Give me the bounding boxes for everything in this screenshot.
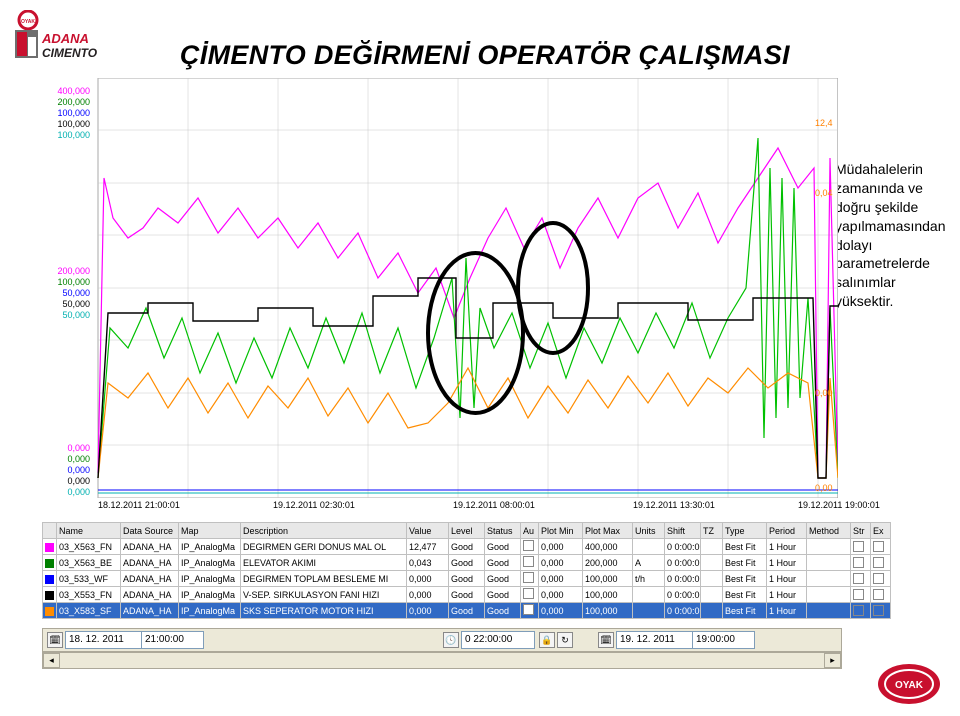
table-row[interactable]: 03_X583_SFADANA_HAIP_AnalogMaSKS SEPERAT… [43,603,891,619]
table-row[interactable]: 03_X553_FNADANA_HAIP_AnalogMaV-SEP. SIRK… [43,587,891,603]
tag-table[interactable]: NameData SourceMapDescriptionValueLevelS… [42,522,891,619]
col-header[interactable]: Au [521,523,539,539]
oyak-text: OYAK [21,19,35,25]
date-to[interactable]: 19. 12. 2011 [616,631,694,649]
table-row[interactable]: 03_X563_BEADANA_HAIP_AnalogMaELEVATOR AK… [43,555,891,571]
time-scrollbar[interactable]: ◂ ▸ [42,652,842,669]
svg-text:ADANA: ADANA [41,31,89,46]
duration-icon[interactable]: 🕓 [443,632,459,648]
col-header[interactable]: Method [807,523,851,539]
col-header[interactable]: Description [241,523,407,539]
time-range-bar[interactable]: 🗓 18. 12. 2011 21:00:00 🕓 0 22:00:00 🔒 ↻… [42,628,842,652]
calendar2-icon[interactable]: 🗓 [598,632,614,648]
table-row[interactable]: 03_533_WFADANA_HAIP_AnalogMaDEGIRMEN TOP… [43,571,891,587]
col-header[interactable]: Str [851,523,871,539]
col-header[interactable]: TZ [701,523,723,539]
x-axis: 18.12.2011 21:00:0119.12.2011 02:30:0119… [98,500,828,514]
scroll-left-icon[interactable]: ◂ [43,653,60,668]
logo-adana: OYAK ADANA CIMENTO [14,10,124,62]
date-from[interactable]: 18. 12. 2011 [65,631,143,649]
logo-oyak: OYAK [876,662,942,706]
col-header[interactable]: Map [179,523,241,539]
col-header[interactable]: Shift [665,523,701,539]
col-header[interactable]: Period [767,523,807,539]
col-header[interactable]: Data Source [121,523,179,539]
time-from[interactable]: 21:00:00 [141,631,204,649]
y-axis-right: 12,40,040,000,00 [815,78,843,498]
col-header[interactable]: Units [633,523,665,539]
col-header[interactable] [43,523,57,539]
svg-text:CIMENTO: CIMENTO [42,46,98,60]
y-axis-left: 400,000200,000100,000100,000100,000200,0… [42,78,92,498]
col-header[interactable]: Plot Min [539,523,583,539]
col-header[interactable]: Status [485,523,521,539]
calendar-icon[interactable]: 🗓 [47,632,63,648]
page-title: ÇİMENTO DEĞİRMENİ OPERATÖR ÇALIŞMASI [180,40,790,71]
col-header[interactable]: Type [723,523,767,539]
scroll-right-icon[interactable]: ▸ [824,653,841,668]
col-header[interactable]: Name [57,523,121,539]
refresh-icon[interactable]: ↻ [557,632,573,648]
col-header[interactable]: Ex [871,523,891,539]
trend-chart[interactable] [42,78,838,498]
time-to[interactable]: 19:00:00 [692,631,755,649]
span[interactable]: 0 22:00:00 [461,631,535,649]
col-header[interactable]: Level [449,523,485,539]
lock-icon[interactable]: 🔒 [539,632,555,648]
annotation-text: Müdahalelerin zamanında ve doğru şekilde… [835,160,955,311]
col-header[interactable]: Plot Max [583,523,633,539]
svg-text:OYAK: OYAK [895,680,924,691]
table-row[interactable]: 03_X563_FNADANA_HAIP_AnalogMaDEGIRMEN GE… [43,539,891,555]
col-header[interactable]: Value [407,523,449,539]
